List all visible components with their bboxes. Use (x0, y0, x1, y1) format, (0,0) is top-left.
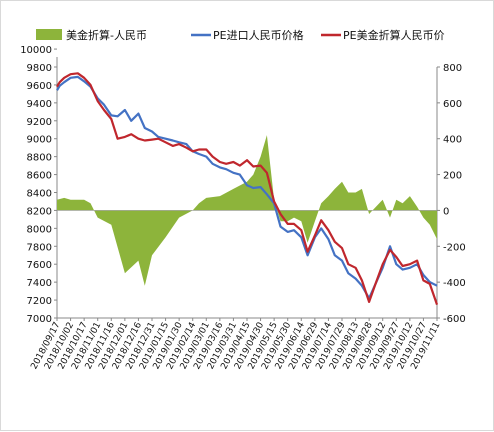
y-axis-left: 10000 9800 9600 9400 9200 9000 8800 8600 8400 820… (20, 45, 58, 325)
y-right-tick-label: -600 (443, 314, 466, 325)
series-area-usd-minus-rmb (57, 135, 437, 286)
y-right-tick-label: -400 (443, 278, 466, 289)
y-right-tick-label: 200 (443, 171, 462, 182)
legend-label: PE进口人民币价格 (213, 28, 304, 42)
y-left-tick-label: 7800 (27, 242, 52, 253)
y-left-tick-label: 7600 (27, 260, 52, 271)
legend-label: PE美金折算人民币价 (343, 28, 445, 42)
y-left-tick-label: 10000 (20, 45, 52, 56)
y-left-tick-label: 9200 (27, 117, 52, 128)
y-left-tick-label: 7000 (27, 314, 52, 325)
plot-area (56, 72, 439, 305)
legend-label: 美金折算-人民币 (66, 28, 147, 42)
x-axis: 2018/09/172018/10/022018/10/172018/11/01… (29, 317, 443, 371)
y-right-tick-label: 0 (443, 206, 449, 217)
y-right-tick-label: -200 (443, 242, 466, 253)
y-right-tick-label: 600 (443, 99, 462, 110)
y-left-tick-label: 9400 (27, 99, 52, 110)
y-left-tick-label: 9600 (27, 81, 52, 92)
y-right-tick-label: 800 (443, 63, 462, 74)
y-left-tick-label: 7200 (27, 296, 52, 307)
y-left-tick-label: 8000 (27, 224, 52, 235)
y-left-tick-label: 9800 (27, 63, 52, 74)
y-axis-right: 800 600 400 200 0 -200 -400 -600 (436, 63, 466, 325)
legend-swatch-area (36, 29, 62, 40)
y-left-tick-label: 8600 (27, 171, 52, 182)
y-left-tick-label: 8200 (27, 206, 52, 217)
y-left-tick-label: 7400 (27, 278, 52, 289)
y-right-tick-label: 400 (443, 135, 462, 146)
y-left-tick-label: 9000 (27, 135, 52, 146)
y-left-tick-label: 8800 (27, 153, 52, 164)
legend: 美金折算-人民币 PE进口人民币价格 PE美金折算人民币价 (36, 28, 445, 42)
y-left-tick-label: 8400 (27, 189, 52, 200)
series-line-usd-converted (56, 72, 439, 305)
